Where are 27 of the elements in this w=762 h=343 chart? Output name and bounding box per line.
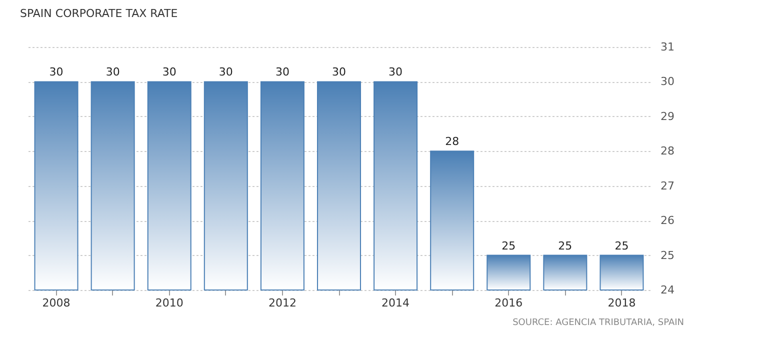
data-label: 30 [388,66,403,79]
y-tick-label: 29 [660,110,674,123]
data-label: 28 [445,135,460,148]
y-tick-label: 27 [660,179,674,192]
data-label: 30 [106,66,120,79]
data-label: 30 [275,66,290,79]
x-tick-label: 2008 [42,296,70,310]
y-tick-label: 30 [660,75,674,88]
chart-title: SPAIN CORPORATE TAX RATE [20,7,178,20]
data-label: 25 [502,239,516,252]
y-tick-label: 31 [660,40,674,54]
source-note: SOURCE: AGENCIA TRIBUTARIA, SPAIN [512,318,684,328]
data-label: 30 [332,66,346,79]
x-tick-label: 2010 [155,296,184,310]
x-tick-label: 2012 [268,296,296,310]
x-tick-label: 2014 [382,296,410,310]
y-tick-label: 24 [660,284,674,296]
data-label: 30 [162,66,176,79]
x-tick-label: 2018 [608,296,636,310]
data-label: 30 [218,66,233,79]
data-label: 25 [614,239,629,252]
data-label: 25 [558,239,572,252]
y-tick-label: 28 [660,144,674,158]
y-tick-label: 25 [660,248,674,262]
y-tick-label: 26 [660,214,674,228]
data-label: 30 [49,66,64,79]
x-tick-label: 2016 [494,296,523,310]
